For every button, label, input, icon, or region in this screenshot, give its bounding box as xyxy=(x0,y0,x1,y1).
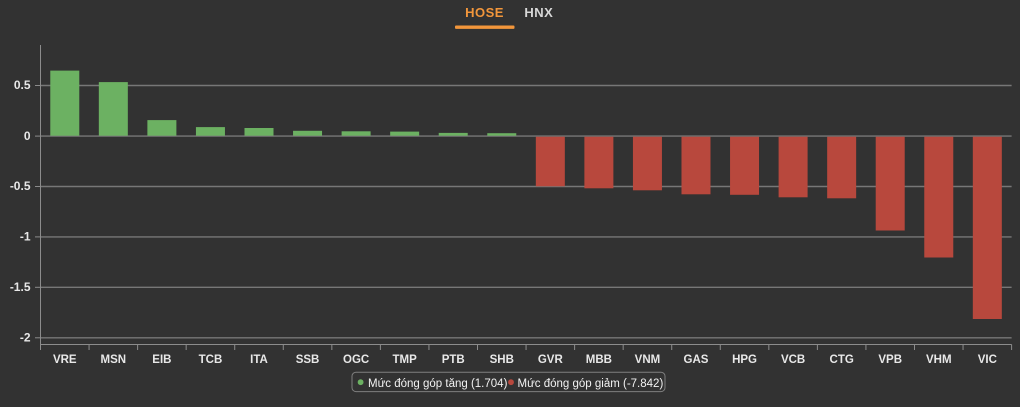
svg-text:-1: -1 xyxy=(20,230,31,244)
svg-text:PTB: PTB xyxy=(442,354,465,366)
svg-text:VNM: VNM xyxy=(635,354,661,366)
svg-text:GAS: GAS xyxy=(684,354,709,366)
svg-text:VHM: VHM xyxy=(926,354,952,366)
svg-text:OGC: OGC xyxy=(343,354,369,366)
svg-text:-2: -2 xyxy=(20,331,31,345)
svg-text:MSN: MSN xyxy=(101,354,127,366)
svg-text:VIC: VIC xyxy=(978,354,997,366)
svg-text:TCB: TCB xyxy=(199,354,223,366)
svg-text:Mức đóng góp tăng (1.704): Mức đóng góp tăng (1.704) xyxy=(368,378,508,390)
svg-text:HPG: HPG xyxy=(732,354,757,366)
svg-text:SSB: SSB xyxy=(296,354,320,366)
svg-text:EIB: EIB xyxy=(152,354,171,366)
svg-text:-0.5: -0.5 xyxy=(10,179,31,193)
svg-text:-1.5: -1.5 xyxy=(10,280,31,294)
svg-text:VCB: VCB xyxy=(781,354,805,366)
svg-text:Mức đóng góp giảm (-7.842): Mức đóng góp giảm (-7.842) xyxy=(518,378,664,390)
svg-text:GVR: GVR xyxy=(538,354,564,366)
svg-text:SHB: SHB xyxy=(490,354,514,366)
svg-text:CTG: CTG xyxy=(830,354,854,366)
svg-text:VRE: VRE xyxy=(53,354,77,366)
svg-text:ITA: ITA xyxy=(250,354,268,366)
svg-text:0.5: 0.5 xyxy=(14,78,31,92)
svg-text:0: 0 xyxy=(24,129,31,143)
svg-text:MBB: MBB xyxy=(586,354,612,366)
svg-text:VPB: VPB xyxy=(878,354,902,366)
svg-text:HOSE: HOSE xyxy=(465,5,504,20)
svg-text:HNX: HNX xyxy=(524,5,553,20)
svg-text:TMP: TMP xyxy=(393,354,418,366)
